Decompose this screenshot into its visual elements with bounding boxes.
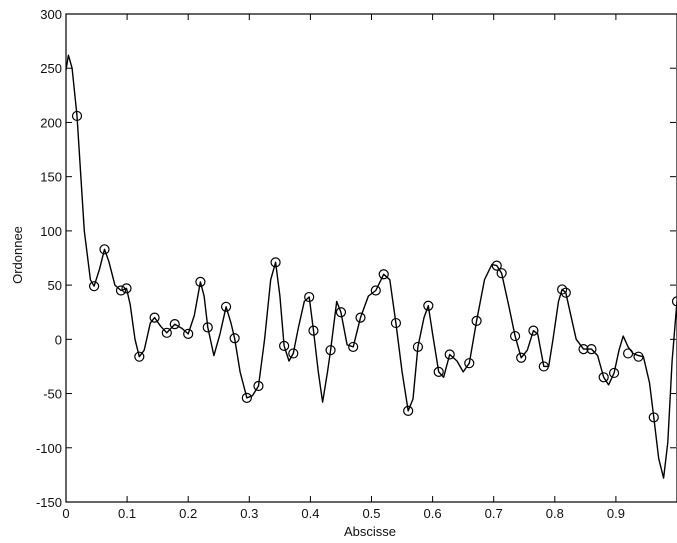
y-tick-label: 100: [40, 224, 62, 239]
data-point-marker: [279, 340, 290, 351]
y-tick-label: 150: [40, 170, 62, 185]
data-point-marker: [491, 260, 502, 271]
data-point-marker: [220, 301, 232, 312]
data-point-marker: [390, 317, 402, 329]
data-point-marker: [538, 361, 549, 372]
data-point-marker: [471, 315, 482, 326]
data-point-marker: [528, 325, 539, 336]
x-tick-label: 0.4: [301, 506, 319, 521]
x-tick-label: 0.7: [485, 506, 503, 521]
data-point-marker: [304, 291, 315, 303]
data-point-marker: [623, 348, 634, 359]
data-point-marker: [169, 319, 180, 330]
data-point-marker: [161, 327, 172, 338]
data-point-marker: [270, 257, 281, 268]
x-tick-label: 0.9: [607, 506, 625, 521]
data-point-marker: [648, 412, 659, 423]
data-point-marker: [633, 351, 644, 362]
plot-border: [65, 13, 677, 503]
data-point-marker: [509, 330, 521, 342]
data-point-marker: [378, 269, 389, 280]
data-point-marker: [671, 296, 677, 307]
y-tick-label: 200: [40, 115, 62, 130]
data-point-marker: [335, 307, 347, 318]
y-tick-label: -100: [36, 441, 62, 456]
data-point-marker: [121, 283, 132, 294]
data-point-marker: [253, 380, 264, 392]
data-point-marker: [560, 287, 571, 298]
y-tick-label: 0: [55, 332, 62, 347]
data-point-marker: [229, 333, 240, 344]
data-point-marker: [241, 392, 252, 403]
data-point-marker: [412, 341, 424, 353]
data-point-marker: [355, 312, 366, 323]
data-point-marker: [348, 341, 359, 353]
x-tick-label: 0: [62, 506, 69, 521]
data-point-marker: [403, 405, 414, 417]
plot-frame: [65, 13, 677, 503]
data-point-marker: [149, 312, 160, 323]
data-point-marker: [557, 284, 568, 295]
data-point-marker: [496, 268, 507, 279]
x-tick-label: 0.1: [118, 506, 136, 521]
y-axis-label: Ordonnee: [10, 226, 25, 284]
data-point-marker: [134, 351, 145, 362]
y-tick-label: 250: [40, 61, 62, 76]
x-axis-ticks: 0 0.1 0.2 0.3 0.4 0.5 0.6 0.7 0.8 0.9: [62, 14, 625, 521]
y-tick-label: -150: [36, 495, 62, 510]
x-tick-label: 0.2: [179, 506, 197, 521]
x-tick-label: 0.3: [240, 506, 258, 521]
data-point-marker: [433, 366, 444, 377]
y-tick-label: 300: [40, 7, 62, 22]
data-point-marker: [195, 276, 206, 287]
data-point-marker: [115, 285, 127, 296]
series-line: [65, 54, 677, 479]
data-point-marker: [71, 110, 83, 122]
data-point-marker: [308, 325, 319, 336]
x-axis-label: Abscisse: [344, 524, 396, 539]
data-point-marker: [183, 328, 194, 340]
data-point-marker: [464, 358, 475, 369]
marker-layer: [71, 110, 677, 423]
data-point-marker: [608, 367, 620, 379]
data-point-marker: [444, 349, 455, 360]
x-tick-label: 0.6: [424, 506, 442, 521]
x-tick-label: 0.5: [362, 506, 380, 521]
data-point-marker: [516, 352, 527, 363]
data-point-marker: [578, 343, 589, 355]
data-point-marker: [598, 372, 609, 383]
data-point-marker: [202, 322, 213, 333]
data-point-marker: [370, 285, 381, 296]
y-tick-label: 50: [48, 278, 62, 293]
y-axis-ticks: -150 -100 -50 0 50 100 150 200 250 300: [36, 7, 676, 510]
data-point-marker: [89, 281, 100, 292]
data-point-marker: [288, 348, 299, 359]
y-tick-label: -50: [43, 387, 62, 402]
data-point-marker: [99, 244, 110, 255]
x-tick-label: 0.8: [546, 506, 564, 521]
data-point-marker: [325, 345, 336, 356]
data-point-marker: [423, 300, 434, 311]
data-point-marker: [586, 343, 597, 355]
series-layer: [65, 54, 677, 479]
